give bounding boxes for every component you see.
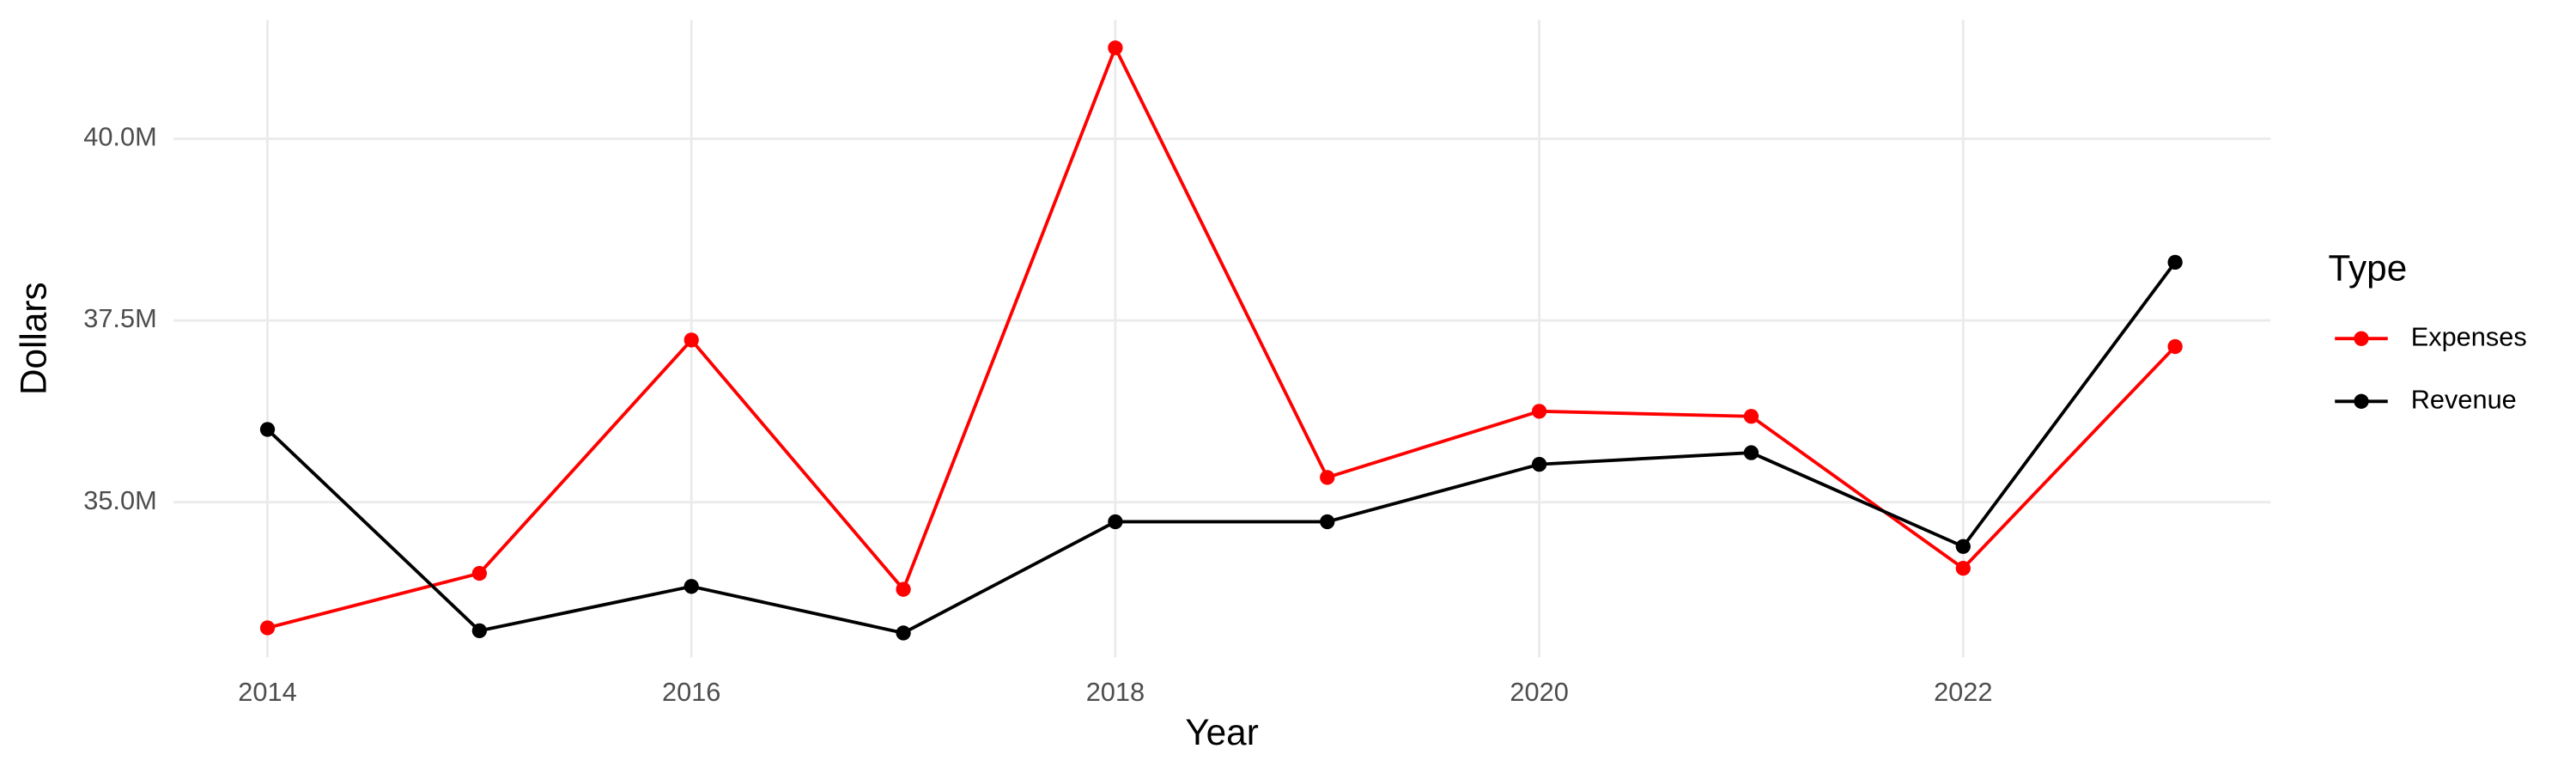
- legend-title: Type: [2329, 248, 2408, 289]
- x-tick-label: 2014: [238, 677, 296, 707]
- data-point: [1743, 409, 1759, 424]
- data-point: [1108, 514, 1123, 530]
- legend-label: Revenue: [2411, 384, 2517, 414]
- x-tick-label: 2020: [1510, 677, 1568, 707]
- data-point: [1320, 514, 1335, 530]
- data-point: [1955, 539, 1971, 554]
- x-tick-label: 2018: [1086, 677, 1145, 707]
- data-point: [1531, 404, 1547, 419]
- series-line: [266, 261, 2177, 635]
- data-point: [1743, 445, 1759, 460]
- data-point: [1108, 40, 1123, 56]
- y-tick-label: 37.5M: [83, 303, 156, 333]
- data-point: [683, 332, 699, 348]
- data-point: [471, 623, 488, 639]
- data-point: [259, 422, 276, 437]
- legend-key-point: [2354, 331, 2369, 346]
- legend-label: Expenses: [2411, 321, 2527, 351]
- data-point: [896, 581, 911, 597]
- x-tick-label: 2016: [662, 677, 720, 707]
- data-point: [896, 625, 911, 641]
- data-point: [2167, 338, 2183, 355]
- data-point: [471, 565, 488, 581]
- x-axis-title: Year: [1185, 712, 1258, 752]
- y-tick-label: 35.0M: [83, 485, 156, 515]
- data-point: [1320, 470, 1335, 485]
- data-point: [259, 620, 276, 636]
- y-axis-title: Dollars: [13, 282, 53, 395]
- legend-key-point: [2354, 393, 2369, 409]
- series-line: [267, 43, 2177, 630]
- data-point: [1531, 456, 1547, 472]
- x-tick-label: 2022: [1934, 677, 1992, 707]
- data-point: [683, 579, 699, 594]
- data-point: [1955, 560, 1971, 576]
- data-point: [2167, 254, 2183, 271]
- y-tick-label: 40.0M: [83, 122, 156, 152]
